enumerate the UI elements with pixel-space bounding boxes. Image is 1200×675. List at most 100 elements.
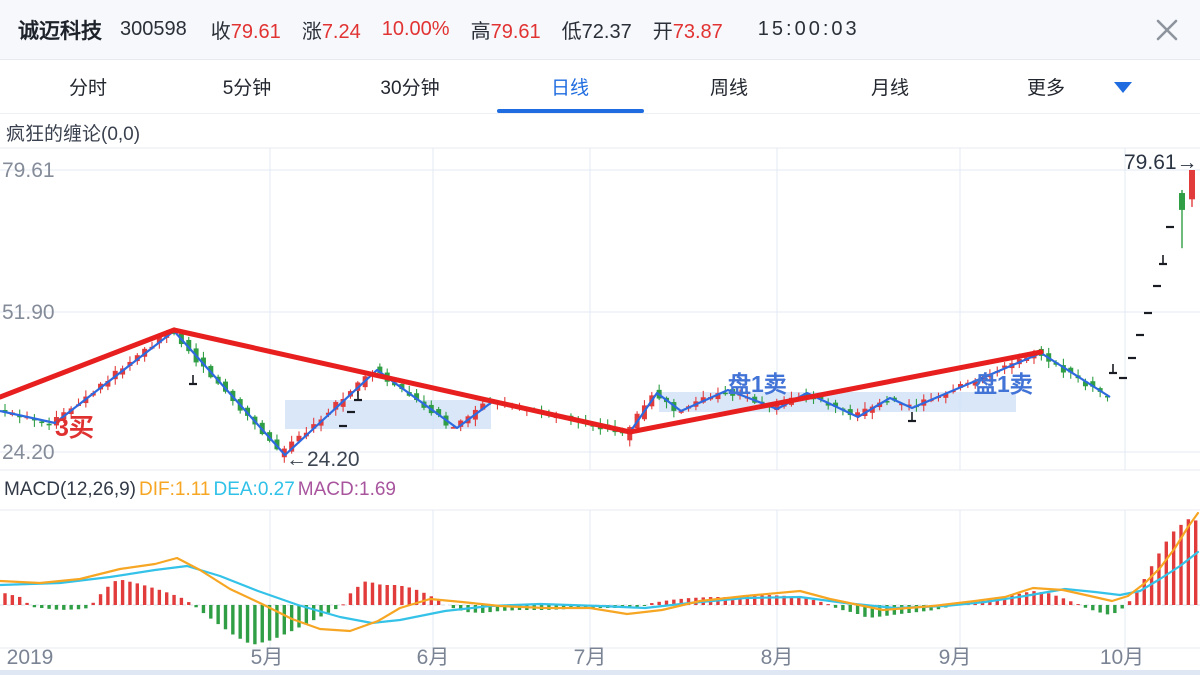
tab-minute[interactable]: 分时 <box>68 77 108 99</box>
bottom-strip <box>0 670 1200 675</box>
active-tab-underline <box>497 109 644 113</box>
time-axis-label: 10月 <box>1100 646 1144 669</box>
time-axis-label: 5月 <box>251 646 284 669</box>
candle <box>958 384 963 388</box>
macd-bar-negative <box>855 605 860 614</box>
macd-bar-negative <box>275 605 279 638</box>
macd-bar-negative <box>863 605 867 617</box>
tab-monthly[interactable]: 月线 <box>870 77 910 99</box>
macd-bar-negative <box>297 605 301 628</box>
tab-more[interactable]: 更多 <box>1026 77 1066 99</box>
macd-bar-positive <box>400 585 404 605</box>
candle <box>311 424 317 429</box>
macd-bar-positive <box>172 594 176 605</box>
macd-bar-negative <box>84 605 88 609</box>
candle <box>458 420 464 427</box>
tab-daily[interactable]: 日线 <box>550 77 590 99</box>
macd-bar-positive <box>407 587 411 605</box>
candle <box>156 336 162 344</box>
trend-line <box>0 327 1044 435</box>
macd-bar-positive <box>356 586 360 605</box>
macd-bar-positive <box>135 583 139 605</box>
candle <box>943 393 949 398</box>
candle <box>818 396 824 399</box>
macd-bar-positive <box>650 603 654 605</box>
buy3-annotation: 3买 <box>55 414 94 442</box>
macd-bar-negative <box>642 605 647 606</box>
candle <box>1179 193 1185 210</box>
candle <box>906 404 912 407</box>
macd-bar-positive <box>378 584 382 605</box>
macd-bar-negative <box>1113 605 1117 614</box>
candle <box>774 405 780 411</box>
tab-5min[interactable]: 5分钟 <box>222 77 272 99</box>
macd-params-label: MACD(12,26,9) <box>4 479 136 500</box>
main-indicator-label: 疯狂的缠论(0,0) <box>6 124 141 145</box>
candle <box>1189 170 1195 200</box>
candle <box>105 381 111 387</box>
macd-bar-negative <box>481 605 485 613</box>
macd-bar-positive <box>1069 601 1073 605</box>
macd-dif-value: DIF:1.11 <box>139 479 211 500</box>
macd-bar-negative <box>473 605 478 613</box>
macd-bar-negative <box>451 605 456 609</box>
macd-bar-positive <box>113 581 117 605</box>
macd-bar-positive <box>98 594 103 605</box>
macd-bar-positive <box>789 596 794 605</box>
candle <box>333 401 339 410</box>
macd-bar-negative <box>260 605 264 643</box>
candle <box>715 393 721 400</box>
candle <box>186 339 192 352</box>
macd-bar-positive <box>341 604 345 606</box>
more-dropdown-icon[interactable] <box>1114 82 1132 93</box>
macd-bar-positive <box>429 596 433 605</box>
stock-code: 300598 <box>120 18 187 40</box>
macd-bar-positive <box>18 596 22 605</box>
macd-bar-positive <box>1164 541 1168 605</box>
macd-bar-negative <box>1091 605 1095 611</box>
macd-bar-positive <box>672 599 676 605</box>
macd-bar-negative <box>841 605 845 611</box>
macd-bar-positive <box>1017 593 1021 605</box>
macd-bar-positive <box>385 585 389 605</box>
macd-bar-positive <box>25 602 29 605</box>
macd-bar-negative <box>635 605 639 608</box>
candle <box>833 402 839 407</box>
macd-bar-positive <box>165 592 169 605</box>
macd-bar-negative <box>282 605 286 635</box>
macd-bar-positive <box>775 595 779 605</box>
macd-bar-positive <box>767 595 772 605</box>
candlestick-and-macd-canvas[interactable]: 3买 ←24.20 盘1卖 盘1卖 79.61→ 79.61 51.90 24.20 2019 5… <box>0 113 1200 675</box>
candle <box>46 423 52 426</box>
dif-line <box>0 511 1200 633</box>
macd-bar-positive <box>1061 598 1066 605</box>
macd-bar-positive <box>363 581 367 605</box>
macd-bar-positive <box>1032 591 1036 605</box>
macd-bar-negative <box>76 605 81 610</box>
macd-bar-negative <box>216 605 220 625</box>
open-price: 开73.87 <box>652 21 723 43</box>
quote-time: 15:00:03 <box>757 18 860 40</box>
macd-bar-negative <box>510 605 514 611</box>
candle <box>1082 381 1088 387</box>
macd-bar-positive <box>686 598 691 605</box>
close-icon[interactable] <box>1152 15 1182 45</box>
latest-price-annotation: 79.61→ <box>1124 151 1198 174</box>
sell1-annotation-1: 盘1卖 <box>728 371 787 397</box>
candle <box>414 393 420 400</box>
candle <box>223 381 228 392</box>
tab-30min[interactable]: 30分钟 <box>380 77 440 99</box>
tab-weekly[interactable]: 周线 <box>709 77 749 99</box>
candle <box>377 366 383 374</box>
macd-bar-positive <box>811 599 816 605</box>
macd-bar-positive <box>995 597 999 605</box>
macd-bar-positive <box>157 589 162 605</box>
candle <box>884 400 890 403</box>
macd-bar-negative <box>209 605 213 619</box>
macd-bar-negative <box>459 605 463 611</box>
macd-bar-positive <box>120 580 125 605</box>
macd-bar-positive <box>1127 601 1132 605</box>
candle <box>289 441 295 452</box>
candle <box>399 383 405 390</box>
